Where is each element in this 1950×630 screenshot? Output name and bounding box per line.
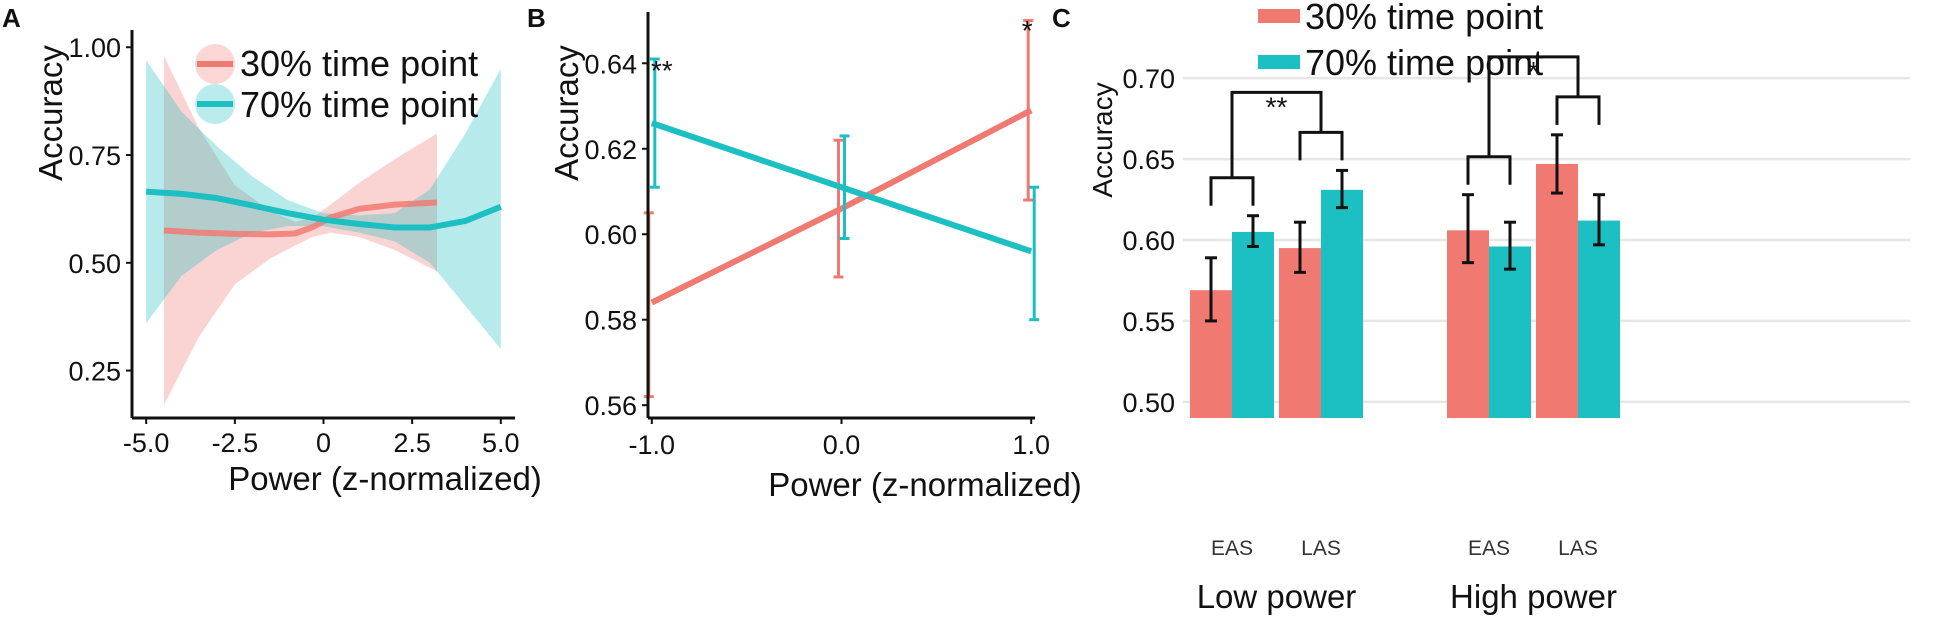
panel-a-x-label: Power (z-normalized) — [228, 460, 542, 497]
panel-a-line-30 — [163, 199, 438, 238]
panel-a-legend: 30% time point 70% time point — [195, 43, 478, 125]
panel-a-y-label: Accuracy — [32, 45, 69, 181]
panel-a-y-tick-label: 0.75 — [68, 141, 121, 171]
panel-c-subgroup-label: EAS — [1468, 537, 1510, 560]
panel-c-bar — [1279, 248, 1321, 418]
panel-c-letter: C — [1052, 3, 1071, 33]
panel-b-significance: * — [1022, 15, 1033, 46]
panel-b-y-tick-label: 0.58 — [584, 306, 637, 336]
panel-c: C 0.50 0.55 0.60 0.65 0.70 EAS LAS Low power EAS… — [1052, 0, 1910, 615]
panel-b-line-70 — [650, 120, 1033, 255]
panel-c-significance-bracket: * — [1466, 55, 1601, 185]
panel-c-bar — [1578, 220, 1620, 418]
panel-a-x-tick-label: -2.5 — [212, 428, 259, 458]
panel-c-errorbar — [1294, 220, 1306, 274]
panel-a-line-70 — [146, 188, 502, 231]
panel-c-errorbar — [1205, 256, 1217, 323]
panel-a-x-tick-label: -5.0 — [123, 428, 170, 458]
legend-c-30-swatch — [1258, 9, 1300, 23]
panel-b-x-tick-label: -1.0 — [629, 430, 676, 460]
legend-a-30-label: 30% time point — [240, 43, 478, 84]
panel-c-subgroup-label: LAS — [1301, 537, 1341, 560]
panel-b-y-tick-label: 0.60 — [584, 220, 637, 250]
panel-c-y-label: Accuracy — [1087, 82, 1118, 197]
panel-a-y-tick-label: 0.50 — [68, 249, 121, 279]
panel-b-errorbar-70 — [839, 134, 850, 241]
panel-b-errorbar-30 — [1023, 19, 1034, 202]
panel-c-bar — [1321, 189, 1363, 418]
legend-c-30-label: 30% time point — [1305, 0, 1543, 37]
panel-c-y-tick-label: 0.70 — [1122, 64, 1175, 94]
panel-c-errorbar — [1504, 220, 1516, 271]
panel-b-line-30 — [650, 107, 1033, 306]
panel-c-subgroup-label: EAS — [1211, 537, 1253, 560]
panel-b: B *** -1.0 0.0 1.00.560.580.600.620.64 Acc… — [527, 3, 1082, 503]
panel-c-group-label: High power — [1450, 578, 1617, 615]
panel-c-errorbar — [1462, 193, 1474, 265]
panel-b-y-label: Accuracy — [548, 45, 585, 181]
panel-c-subgroup-label: LAS — [1558, 537, 1598, 560]
panel-a-x-tick-label: 0 — [316, 428, 331, 458]
panel-a-x-tick-label: 5.0 — [482, 428, 520, 458]
panel-b-y-tick-label: 0.56 — [584, 391, 637, 421]
panel-b-y-tick-label: 0.64 — [584, 49, 637, 79]
panel-a-y-tick-label: 0.25 — [68, 357, 121, 387]
panel-b-errorbar-30 — [833, 138, 844, 279]
panel-c-legend: 30% time point 70% time point — [1258, 0, 1543, 83]
panel-b-y-tick-label: 0.62 — [584, 135, 637, 165]
panel-a: A -5.0 -2.5 0 2.5 5.0 0.25 0.50 0.75 1.00 Accura… — [2, 3, 542, 497]
panel-b-errorbar-70 — [649, 57, 660, 189]
panel-b-letter: B — [527, 3, 546, 33]
panel-b-errorbar-70 — [1029, 185, 1040, 322]
panel-a-y-tick-label: 1.00 — [68, 33, 121, 63]
panel-b-x-label: Power (z-normalized) — [768, 466, 1082, 503]
panel-b-significance: ** — [651, 55, 673, 86]
legend-c-70-swatch — [1258, 55, 1300, 69]
panel-b-x-tick-label: 0.0 — [823, 430, 861, 460]
panel-c-errorbar — [1247, 214, 1259, 248]
panel-c-y-tick-label: 0.55 — [1122, 307, 1175, 337]
panel-a-letter: A — [2, 3, 21, 33]
panel-c-errorbar — [1551, 133, 1563, 195]
panel-c-significance-bracket: ** — [1209, 90, 1344, 206]
svg-text:**: ** — [1266, 91, 1288, 122]
svg-text:*: * — [1528, 56, 1539, 87]
panel-a-x-tick-label: 2.5 — [393, 428, 431, 458]
panel-c-y-tick-label: 0.60 — [1122, 226, 1175, 256]
panel-c-bar — [1489, 246, 1531, 418]
panel-c-group-label: Low power — [1197, 578, 1357, 615]
panel-c-bar — [1536, 163, 1578, 418]
panel-c-errorbar — [1593, 193, 1605, 247]
panel-c-y-tick-label: 0.65 — [1122, 145, 1175, 175]
panel-b-x-tick-label: 1.0 — [1012, 430, 1050, 460]
panel-c-errorbar — [1336, 168, 1348, 210]
legend-c-70-label: 70% time point — [1305, 42, 1543, 83]
legend-a-70-label: 70% time point — [240, 84, 478, 125]
panel-c-y-tick-label: 0.50 — [1122, 388, 1175, 418]
panel-c-bar — [1232, 231, 1274, 418]
